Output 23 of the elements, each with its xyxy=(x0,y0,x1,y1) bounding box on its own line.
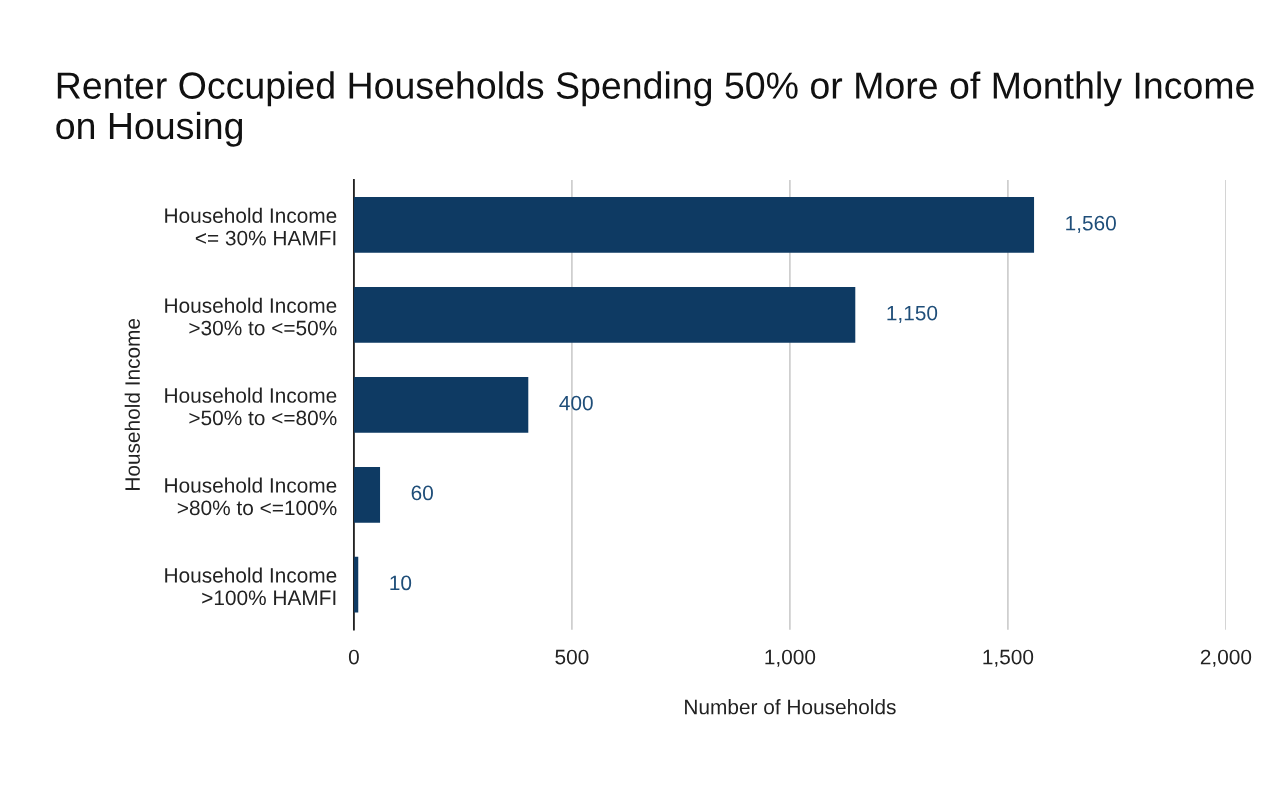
x-tick-label: 500 xyxy=(555,649,589,665)
y-axis-title: Household Income xyxy=(124,318,140,490)
y-tick-label: Household Income >30% to <=50% xyxy=(165,297,337,336)
bar xyxy=(353,197,1035,253)
x-tick-label: 2,000 xyxy=(1200,649,1252,667)
x-tick-label: 1,500 xyxy=(983,649,1034,667)
x-tick-label: 0 xyxy=(348,649,359,665)
data-label: 60 xyxy=(411,485,433,501)
y-tick-label: Household Income >80% to <=100% xyxy=(165,477,337,516)
x-axis-title: Number of Households xyxy=(685,699,896,715)
y-tick-label: Household Income >100% HAMFI xyxy=(165,567,337,606)
data-label: 1,150 xyxy=(887,305,938,323)
bar xyxy=(353,466,381,523)
bar xyxy=(353,556,359,613)
bar xyxy=(353,287,856,343)
y-tick-label: Household Income <= 30% HAMFI xyxy=(165,207,337,246)
bar xyxy=(353,376,529,433)
x-tick-label: 1,000 xyxy=(765,649,816,667)
data-label: 10 xyxy=(390,575,412,591)
data-label: 400 xyxy=(559,395,593,411)
chart-title: Renter Occupied Households Spending 50% or More of Monthly Income on Housing xyxy=(56,71,1254,147)
y-tick-label: Household Income >50% to <=80% xyxy=(165,387,337,426)
data-label: 1,560 xyxy=(1066,215,1116,234)
